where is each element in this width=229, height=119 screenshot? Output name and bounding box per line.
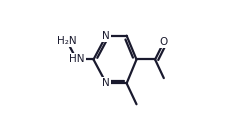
Text: HN: HN — [69, 55, 84, 64]
Text: N: N — [102, 31, 110, 41]
Text: O: O — [159, 37, 167, 47]
Text: N: N — [102, 78, 110, 88]
Text: H₂N: H₂N — [57, 36, 76, 46]
